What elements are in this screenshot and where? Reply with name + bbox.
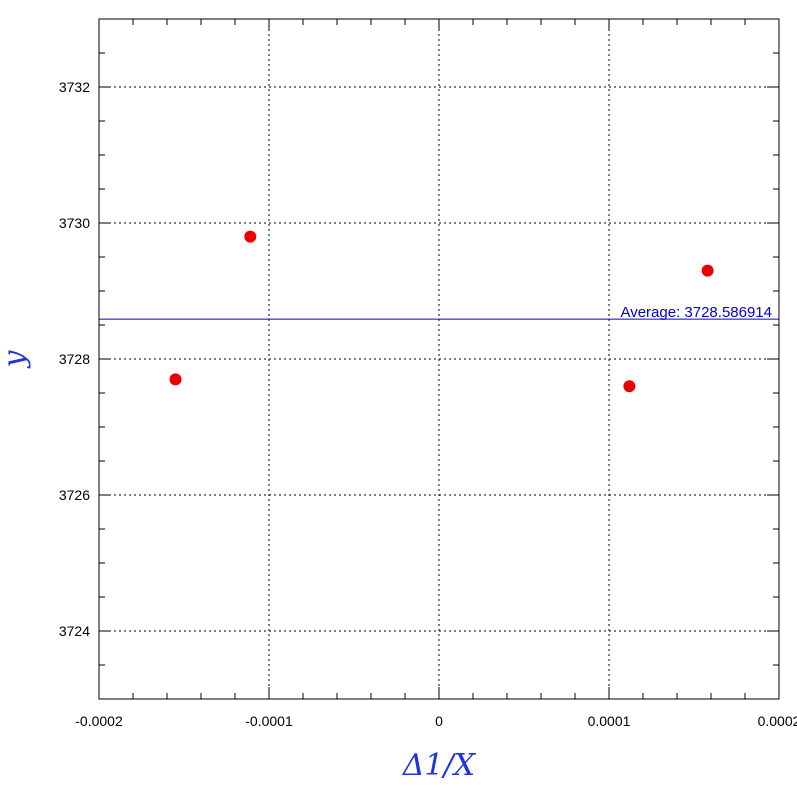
data-point-2 [623, 380, 636, 393]
y-tick-labels: 3724 3726 3728 3730 3732 [59, 79, 90, 639]
x-tick-label: -0.0001 [245, 713, 293, 729]
x-tick-labels: -0.0002 -0.0001 0 0.0001 0.0002 [75, 713, 797, 729]
data-points [169, 230, 714, 393]
axis-ticks [98, 18, 780, 700]
y-tick-label: 3732 [59, 79, 90, 95]
y-tick-label: 3730 [59, 215, 90, 231]
y-tick-label: 3726 [59, 487, 90, 503]
data-point-0 [169, 373, 182, 386]
x-tick-label: 0.0002 [758, 713, 797, 729]
y-axis-title: y [0, 349, 32, 369]
x-axis-title: Δ1/X [402, 748, 477, 783]
average-line-group: Average: 3728.586914 [99, 304, 779, 321]
data-point-1 [244, 230, 257, 243]
data-point-3 [701, 264, 714, 277]
average-label: Average: 3728.586914 [620, 304, 772, 321]
y-tick-label: 3724 [59, 623, 90, 639]
x-tick-label: 0.0001 [588, 713, 631, 729]
x-tick-label: -0.0002 [75, 713, 123, 729]
y-tick-label: 3728 [59, 351, 90, 367]
grid-lines [99, 19, 779, 699]
x-tick-label: 0 [435, 713, 443, 729]
